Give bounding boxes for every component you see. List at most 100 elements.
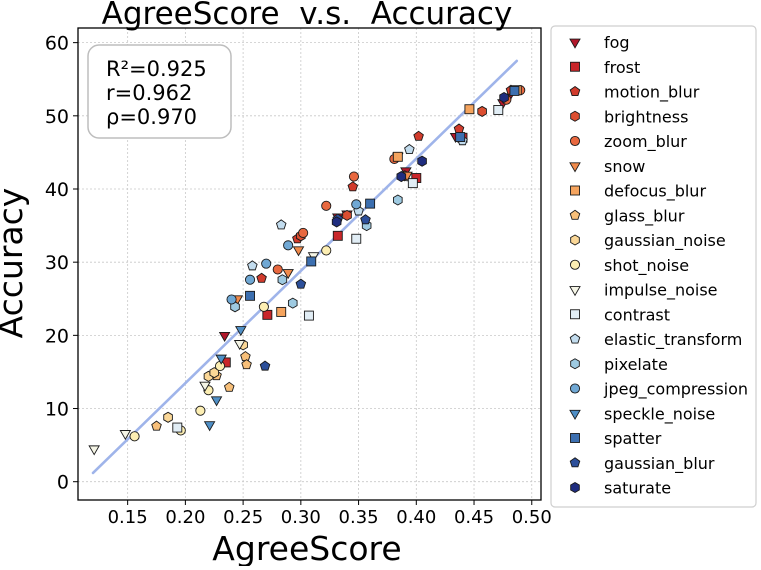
legend-marker <box>570 481 580 494</box>
point-spatter <box>455 132 466 142</box>
legend-item-spatter: spatter <box>570 429 662 448</box>
x-tick-label: 0.40 <box>396 507 436 528</box>
y-tick-label: 40 <box>45 179 69 201</box>
legend: fog frost motion_blur brightness zoom_blursn… <box>550 25 757 508</box>
x-tick-label: 0.30 <box>281 507 321 528</box>
point-elastic-transform <box>404 143 415 154</box>
plot-frame <box>77 27 542 501</box>
y-tick-label: 30 <box>45 252 69 274</box>
y-tick-label: 20 <box>45 325 69 347</box>
point-spatter <box>245 290 255 301</box>
legend-marker <box>570 185 580 196</box>
point-shot-noise <box>321 245 332 256</box>
point-brightness <box>342 209 352 221</box>
point-contrast <box>493 105 504 115</box>
point-speckle-noise <box>235 326 247 337</box>
legend-item-saturate: saturate <box>570 479 671 498</box>
legend-label: brightness <box>604 107 688 126</box>
legend-label: contrast <box>604 305 670 324</box>
legend-item-impulse-noise: impulse_noise <box>569 281 718 301</box>
legend-label: elastic_transform <box>604 330 742 350</box>
legend-label: saturate <box>604 479 671 498</box>
regression-line <box>91 59 519 475</box>
legend-label: snow <box>604 157 645 176</box>
x-tick-label: 0.25 <box>223 507 263 528</box>
legend-label: shot_noise <box>604 256 689 276</box>
point-shot-noise <box>258 301 269 312</box>
legend-label: glass_blur <box>604 206 685 226</box>
point-saturate <box>499 91 509 104</box>
point-saturate <box>331 216 342 228</box>
point-gaussian-noise <box>163 411 173 423</box>
point-impulse-noise <box>199 381 211 392</box>
stats-box-frame <box>87 44 232 139</box>
legend-marker <box>569 286 581 297</box>
point-motion-blur <box>256 272 267 283</box>
legend-item-pixelate: pixelate <box>570 355 668 374</box>
point-glass-blur <box>241 359 252 370</box>
legend-marker <box>569 162 581 173</box>
point-defocus-blur <box>276 306 287 317</box>
point-gaussian-blur <box>295 278 307 289</box>
legend-item-motion-blur: motion_blur <box>569 83 700 103</box>
point-speckle-noise <box>210 396 223 407</box>
legend-label: defocus_blur <box>604 182 706 202</box>
legend-marker <box>570 358 580 370</box>
legend-marker <box>569 409 581 420</box>
stat-r2: R²=0.925 <box>106 57 207 81</box>
y-tick-label: 60 <box>45 33 69 55</box>
legend-item-frost: frost <box>570 58 640 77</box>
point-contrast <box>407 178 418 189</box>
point-zoom-blur <box>321 200 332 211</box>
point-defocus-blur <box>392 151 403 162</box>
point-spatter <box>365 198 376 209</box>
point-brightness <box>477 105 487 117</box>
legend-label: motion_blur <box>604 83 700 103</box>
points-layer <box>88 84 526 456</box>
chart-title: AgreeScore v.s. Accuracy <box>102 0 513 32</box>
point-zoom-blur <box>272 264 283 275</box>
stat-r: r=0.962 <box>106 81 192 105</box>
legend-marker <box>570 234 580 246</box>
y-tick-label: 50 <box>45 106 69 128</box>
legend-marker <box>569 259 581 270</box>
legend-marker <box>570 433 580 443</box>
point-shot-noise <box>195 405 206 416</box>
point-jpeg-compression <box>261 258 272 269</box>
point-contrast <box>351 233 362 244</box>
point-jpeg-compression <box>226 294 237 305</box>
point-gaussian-blur <box>259 360 271 371</box>
point-saturate <box>396 171 407 183</box>
point-impulse-noise <box>119 430 132 441</box>
point-spatter <box>509 85 520 96</box>
x-tick-label: 0.20 <box>165 507 205 528</box>
point-motion-blur <box>347 181 359 192</box>
legend-item-zoom-blur: zoom_blur <box>569 132 687 152</box>
legend-label: frost <box>604 58 640 77</box>
point-pixelate <box>277 274 288 286</box>
legend-item-jpeg-compression: jpeg_compression <box>569 380 748 400</box>
legend-marker <box>570 110 580 122</box>
stats-box: R²=0.925 r=0.962 ρ=0.970 <box>87 44 232 139</box>
legend-marker <box>569 209 581 220</box>
grid-layer <box>78 28 541 500</box>
legend-item-elastic-transform: elastic_transform <box>569 330 742 350</box>
point-impulse-noise <box>88 445 100 456</box>
point-snow <box>282 269 294 280</box>
point-defocus-blur <box>464 104 475 115</box>
point-contrast <box>303 310 314 321</box>
legend-item-contrast: contrast <box>570 305 670 324</box>
point-saturate <box>417 155 427 167</box>
point-speckle-noise <box>215 354 227 365</box>
legend-label: zoom_blur <box>604 132 687 152</box>
legend-item-gaussian-noise: gaussian_noise <box>570 231 726 251</box>
fit-line-layer <box>91 59 519 475</box>
stat-rho: ρ=0.970 <box>106 105 197 129</box>
legend-marker <box>570 309 580 320</box>
legend-label: impulse_noise <box>604 281 718 301</box>
point-jpeg-compression <box>351 199 362 210</box>
point-speckle-noise <box>203 421 216 432</box>
point-pixelate <box>287 297 298 309</box>
